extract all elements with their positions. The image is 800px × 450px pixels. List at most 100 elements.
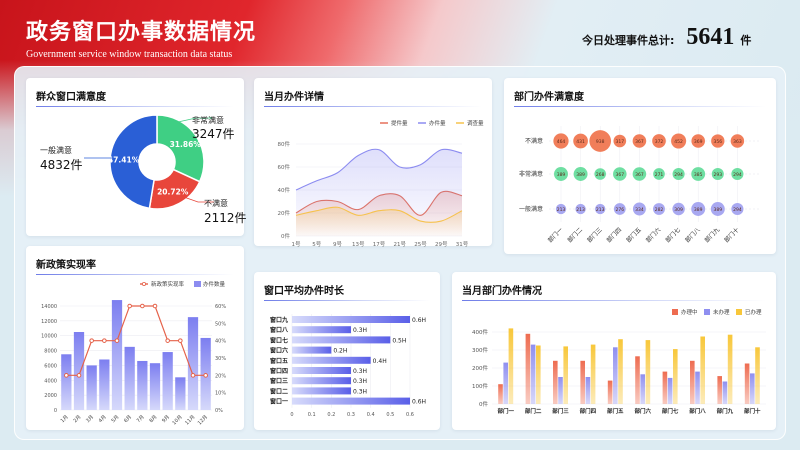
x-tick-label: 12月 (197, 414, 209, 426)
bubble (653, 168, 665, 180)
y-tick-label: 300件 (472, 346, 488, 354)
x-tick-label: 部门二 (525, 407, 542, 415)
x-tick-label: 部门二 (566, 226, 584, 244)
y-tick-label: 80件 (278, 140, 291, 148)
bubble (555, 203, 567, 215)
y-tick-label: 400件 (472, 328, 488, 336)
y-right-tick-label: 30% (215, 356, 226, 362)
bar (503, 362, 508, 404)
x-tick-label: 0 (290, 412, 293, 418)
y-tick-label: 窗口二 (270, 387, 288, 395)
legend-label: 调查量 (467, 119, 484, 127)
y-tick-label: 窗口八 (270, 326, 289, 334)
y-tick-label: 100件 (472, 382, 488, 390)
bar (667, 377, 673, 404)
rate-point (64, 373, 69, 378)
bar (292, 336, 391, 344)
bar (695, 371, 700, 404)
bubble (632, 167, 647, 181)
card-divider (514, 106, 766, 107)
legend-swatch (704, 309, 710, 315)
x-tick-label: 1号 (292, 241, 301, 248)
x-tick-label: 29号 (435, 241, 448, 248)
series-line (295, 148, 463, 191)
bubble-value: 293 (714, 172, 723, 178)
y-right-tick-label: 50% (215, 321, 226, 327)
card-divider (36, 274, 234, 275)
bubble (613, 167, 627, 181)
bubble (594, 168, 606, 180)
bubble-value: 938 (596, 139, 605, 145)
card-divider (462, 300, 766, 301)
bar (640, 374, 645, 404)
x-tick-label: 部门八 (689, 407, 706, 415)
x-tick-label: 4月 (98, 414, 108, 424)
x-tick-label: 部门七 (662, 407, 679, 415)
slice-name-label: 非常满意 (192, 115, 224, 125)
y-right-tick-label: 10% (215, 391, 226, 397)
bubble-value: 294 (674, 172, 683, 178)
y-right-tick-label: 60% (215, 304, 226, 310)
legend-swatch (672, 309, 678, 315)
rate-line (66, 305, 206, 376)
bar (137, 360, 148, 410)
slice-count-label: 2112件 (204, 211, 247, 225)
x-tick-label: 9月 (161, 414, 171, 424)
legend-label: 办理中 (681, 308, 698, 316)
legend-swatch (736, 309, 742, 315)
card-duration: 窗口平均办件时长 0 0.1 0.2 0.3 0.4 0.5 0.6 窗口九 0.6H 窗口八 0.… (254, 272, 440, 430)
bubble (691, 167, 706, 181)
series-area (296, 207, 462, 236)
horizontal-bar-chart: 0 0.1 0.2 0.3 0.4 0.5 0.6 窗口九 0.6H 窗口八 0.3H 窗口七 0.5H… (270, 314, 426, 418)
rate-point (190, 373, 196, 378)
bar (292, 326, 351, 334)
bubble (691, 202, 706, 216)
bubble (710, 202, 725, 216)
y-tick-label: 窗口一 (270, 398, 288, 406)
bar (607, 380, 613, 404)
bubble (554, 167, 568, 181)
bar (292, 397, 410, 405)
card-title-dept-satisfaction: 部门办件满意度 (514, 92, 584, 103)
y-right-tick-label: 40% (215, 339, 226, 345)
bar (124, 346, 135, 410)
card-divider (264, 300, 430, 301)
y-tick-label: 40件 (278, 186, 291, 194)
bar-value-label: 0.3H (353, 388, 367, 395)
bubble (731, 167, 744, 181)
rate-point (102, 338, 107, 343)
bar (536, 345, 541, 404)
bar-value-label: 0.4H (373, 358, 387, 365)
bar (645, 340, 651, 404)
y-left-tick-label: 12000 (41, 319, 57, 325)
rate-point (178, 338, 183, 343)
y-tick-label: 窗口三 (270, 377, 288, 385)
leader-line (180, 195, 214, 203)
slice-count-label: 4832件 (40, 158, 83, 172)
card-dept-work: 当月部门办件情况 0件 100件 200件 300件 400件 办理中 未办理 已办理 部门一 部… (452, 272, 776, 430)
card-title-dept-work: 当月部门办件情况 (462, 286, 542, 297)
bubble (731, 202, 744, 216)
card-monthly: 当月办件详情 0件 20件 40件 60件 80件 1号 5号 9号 13号 17号 21号 25号 2… (254, 78, 492, 248)
bubble-value: 213 (557, 207, 566, 213)
y-left-tick-label: 10000 (41, 334, 57, 340)
x-tick-label: 25号 (414, 241, 427, 248)
x-tick-label: 0.5 (386, 412, 394, 418)
x-tick-label: 1月 (60, 414, 70, 424)
bubble-value: 369 (694, 139, 703, 145)
bar (530, 344, 536, 404)
x-tick-label: 0.4 (367, 412, 375, 418)
legend-label: 办件数量 (203, 280, 226, 288)
bar (292, 367, 351, 374)
slice-name-label: 一般满意 (40, 145, 72, 155)
x-tick-label: 0.2 (327, 412, 335, 418)
y-left-tick-label: 4000 (44, 378, 57, 384)
combo-chart: 0 2000 4000 6000 8000 10000 12000 14000 0% 10% 20%… (41, 280, 226, 426)
bubble (613, 134, 627, 148)
bar (73, 332, 85, 410)
bubble (672, 202, 685, 216)
bubble (653, 203, 665, 215)
bubble-value: 367 (616, 172, 625, 178)
bar-value-label: 0.6H (412, 399, 426, 406)
